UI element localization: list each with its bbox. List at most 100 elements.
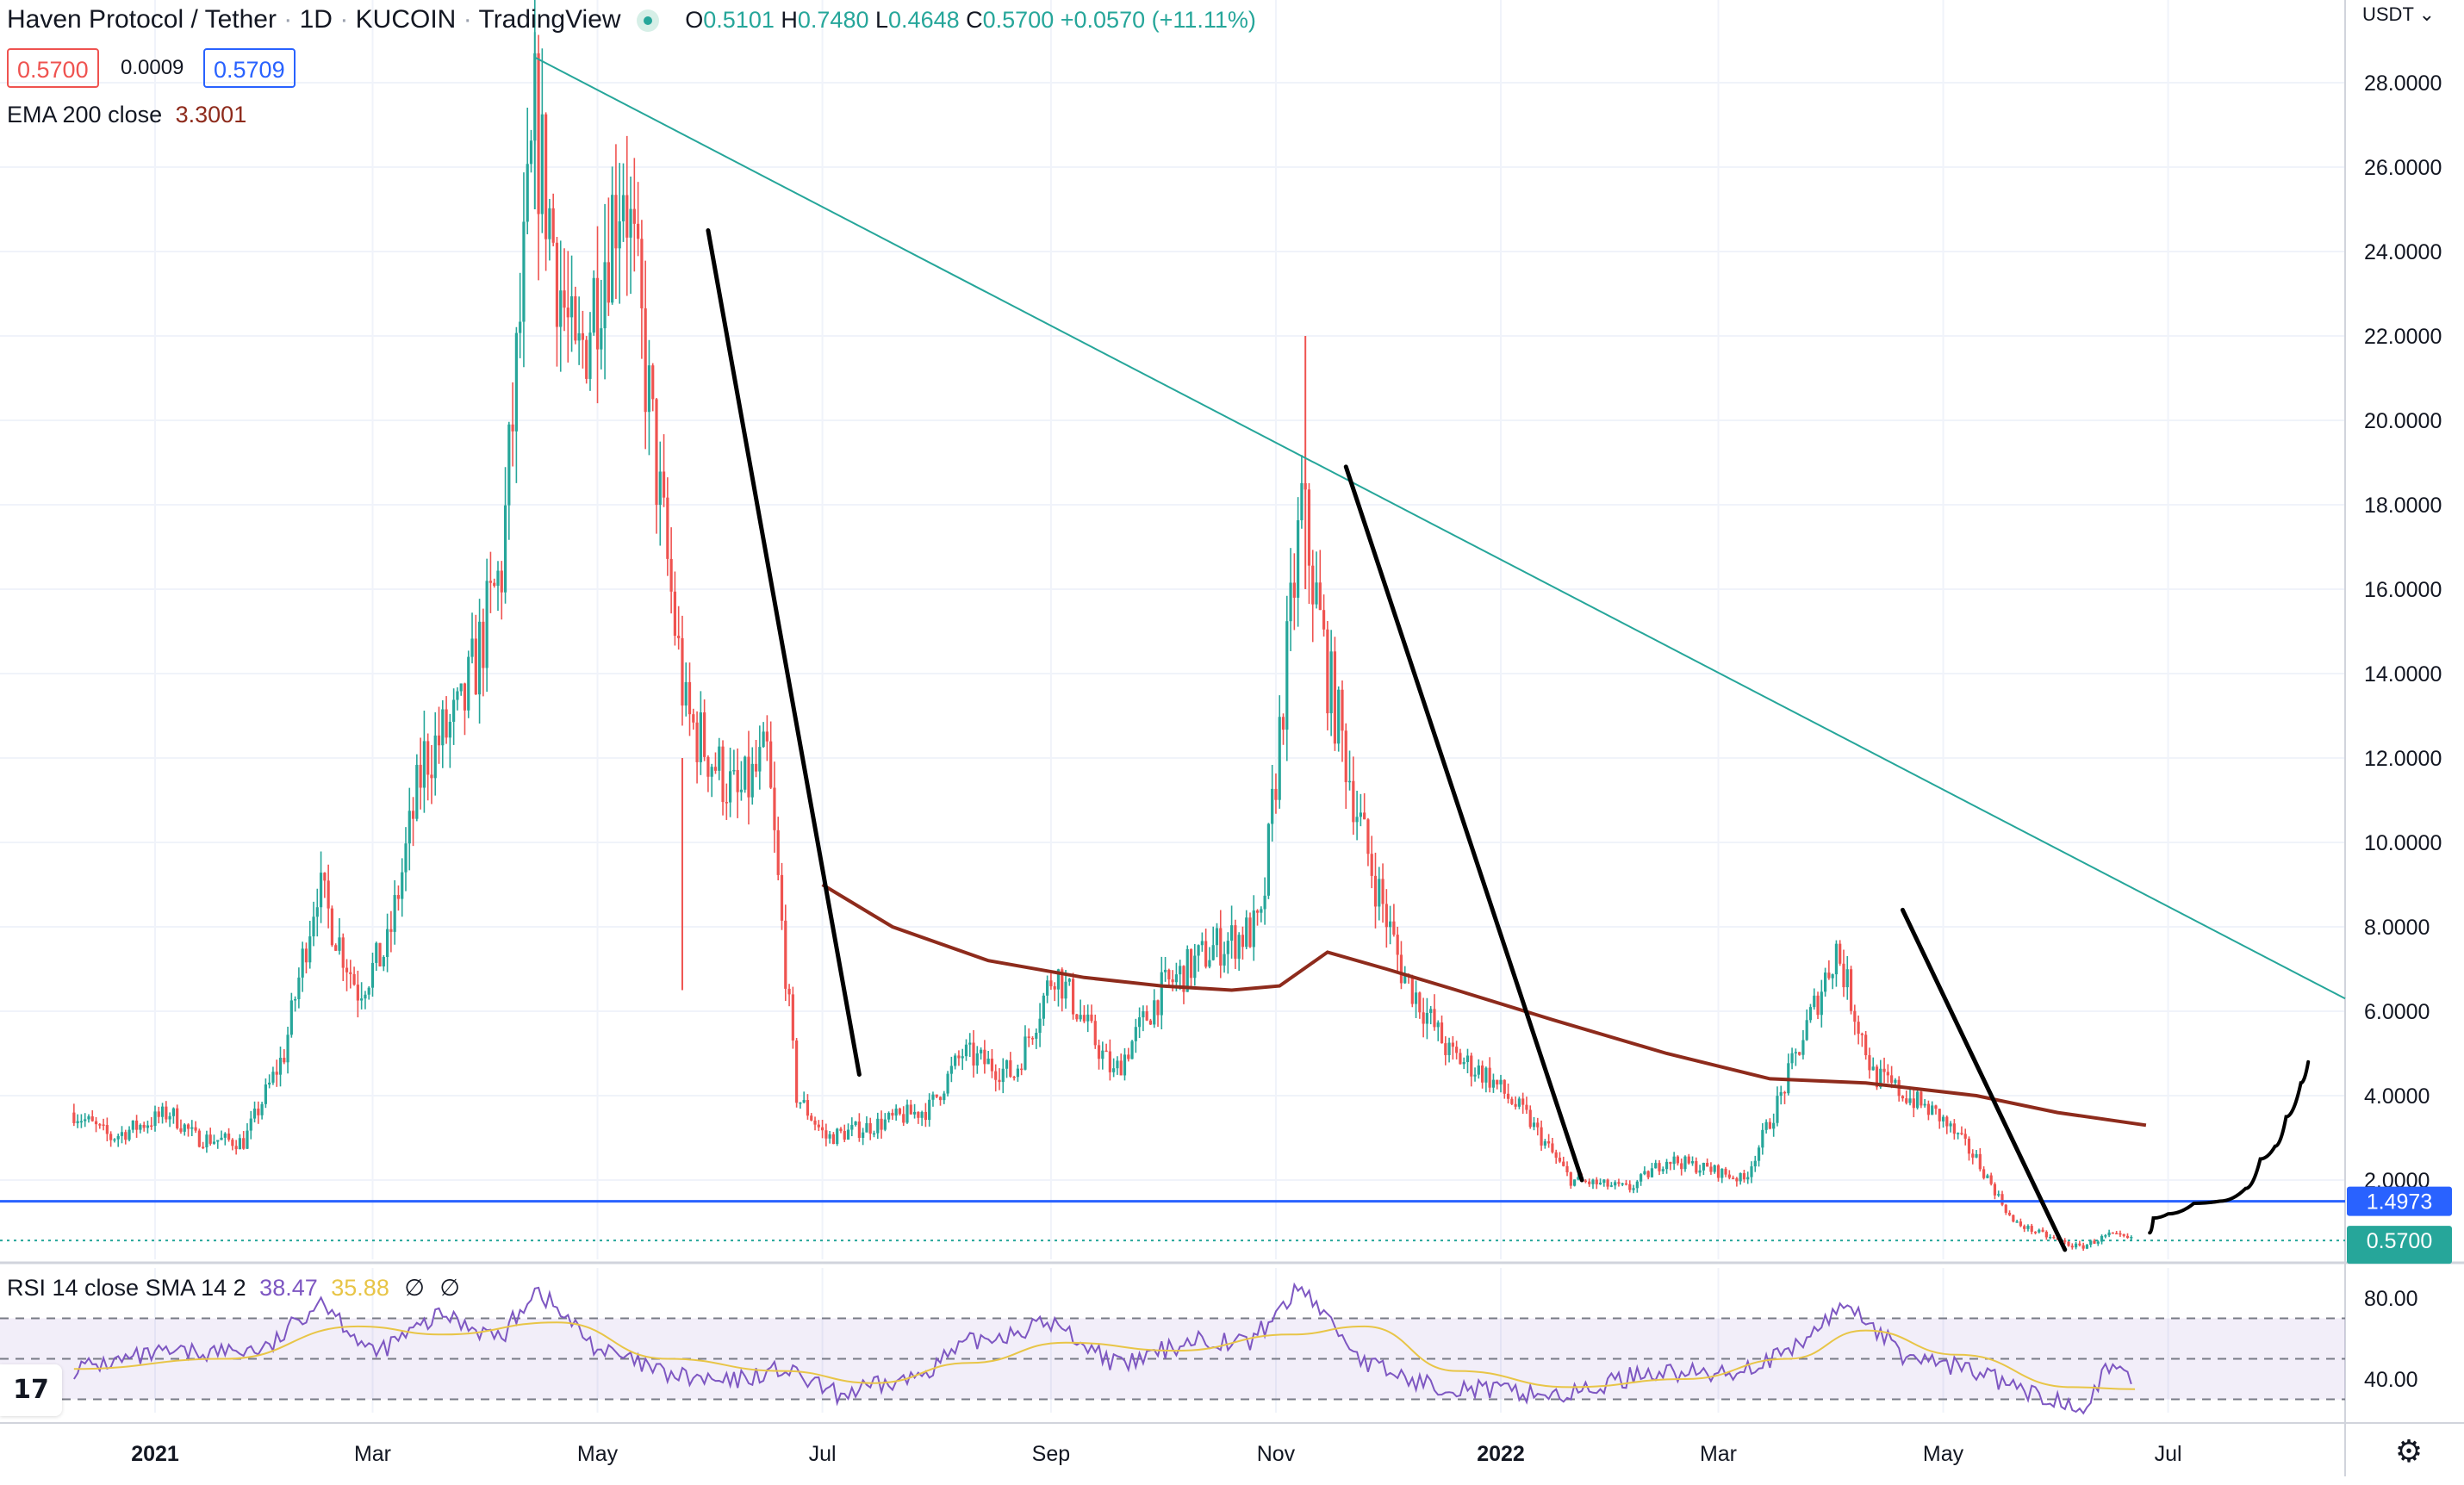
candle	[1820, 991, 1823, 1016]
candle	[946, 1073, 949, 1094]
candle	[2115, 1233, 2119, 1235]
candle	[1311, 565, 1315, 605]
candle	[1713, 1165, 1716, 1172]
time-tick-label: May	[577, 1442, 619, 1466]
candle	[2104, 1235, 2107, 1237]
candle	[1337, 689, 1341, 744]
candle	[459, 683, 463, 692]
candle	[1082, 1015, 1086, 1022]
candle	[1274, 788, 1278, 800]
candle	[677, 636, 681, 638]
candle	[1971, 1153, 1975, 1158]
candle	[1672, 1156, 1676, 1165]
candle	[954, 1055, 957, 1066]
candle	[375, 942, 378, 963]
interval-label[interactable]: 1D	[299, 5, 333, 34]
chart-header[interactable]: Haven Protocol / Tether · 1D · KUCOIN · …	[7, 5, 1256, 34]
candle	[540, 114, 544, 214]
ema-legend[interactable]: EMA 200 close 3.3001	[7, 102, 246, 128]
candle	[271, 1072, 275, 1083]
candle	[658, 471, 662, 506]
candle	[699, 712, 702, 762]
candle	[286, 1035, 289, 1063]
candle	[1646, 1171, 1650, 1177]
candle	[637, 223, 640, 239]
candle	[197, 1130, 201, 1147]
candle	[304, 948, 308, 963]
candle	[1868, 1055, 1871, 1071]
candle	[202, 1146, 205, 1148]
candle	[1808, 1007, 1813, 1021]
currency-selector[interactable]: USDT ⌄	[2362, 3, 2436, 25]
candle	[1864, 1035, 1868, 1056]
candle	[1664, 1161, 1669, 1170]
candle	[205, 1134, 208, 1147]
candle	[868, 1122, 872, 1134]
candle	[1171, 979, 1174, 983]
candle	[378, 942, 382, 966]
candle	[1418, 992, 1422, 1013]
candle	[1857, 1022, 1860, 1035]
ema-label: EMA 200 close	[7, 102, 163, 127]
market-status-icon[interactable]	[636, 9, 659, 33]
time-tick-label: Mar	[1700, 1442, 1737, 1466]
ema200-line	[821, 883, 2147, 1128]
candle	[1459, 1053, 1462, 1065]
candle	[488, 581, 493, 583]
candle	[765, 731, 768, 742]
candle	[1016, 1068, 1019, 1078]
candle	[1370, 854, 1373, 876]
candle	[2004, 1204, 2007, 1213]
candle	[935, 1094, 938, 1097]
rsi-legend[interactable]: RSI 14 close SMA 14 2 38.47 35.88 ∅ ∅	[7, 1275, 460, 1302]
gear-icon[interactable]: ⚙	[2394, 1434, 2424, 1469]
candle	[769, 741, 773, 788]
candle	[2089, 1240, 2093, 1246]
spread-value: 0.0009	[121, 56, 184, 79]
candle	[312, 916, 315, 937]
candle	[1879, 1068, 1882, 1088]
candle	[1695, 1161, 1698, 1173]
candle	[1075, 1014, 1079, 1020]
candle	[744, 756, 747, 790]
candle	[695, 722, 699, 762]
candle	[1204, 941, 1208, 967]
candle	[1378, 879, 1381, 907]
candle	[441, 709, 445, 746]
candle	[1097, 1045, 1101, 1059]
symbol-title[interactable]: Haven Protocol / Tether	[7, 5, 277, 34]
buy-price-button[interactable]: 0.5709	[203, 48, 296, 88]
last-price-label: 0.5700	[2367, 1229, 2432, 1253]
candle	[1245, 917, 1248, 948]
candle	[113, 1139, 116, 1141]
candle	[301, 948, 304, 978]
candle	[732, 769, 736, 772]
candle	[1827, 972, 1831, 979]
candle	[283, 1057, 286, 1063]
candle	[688, 681, 692, 715]
candle	[983, 1049, 986, 1065]
candle	[1709, 1166, 1713, 1172]
candle	[1030, 1038, 1035, 1040]
candle	[1470, 1055, 1473, 1077]
candle	[1640, 1174, 1643, 1182]
candle	[1905, 1098, 1908, 1103]
sell-price-button[interactable]: 0.5700	[7, 48, 99, 88]
candle	[1197, 945, 1200, 956]
candle	[249, 1118, 252, 1131]
candle	[183, 1124, 186, 1132]
candle	[1053, 986, 1056, 990]
candle	[327, 880, 330, 909]
candle	[894, 1108, 898, 1116]
candle	[1676, 1156, 1680, 1164]
candle	[1005, 1059, 1009, 1069]
tradingview-logo-icon[interactable]: 17	[0, 1364, 62, 1416]
candle	[445, 709, 448, 738]
price-tick-label: 22.0000	[2364, 325, 2442, 349]
candle	[1727, 1174, 1731, 1178]
close-label: C	[966, 7, 983, 33]
candle	[865, 1122, 868, 1133]
candle	[2074, 1243, 2078, 1248]
candle	[1952, 1123, 1956, 1134]
